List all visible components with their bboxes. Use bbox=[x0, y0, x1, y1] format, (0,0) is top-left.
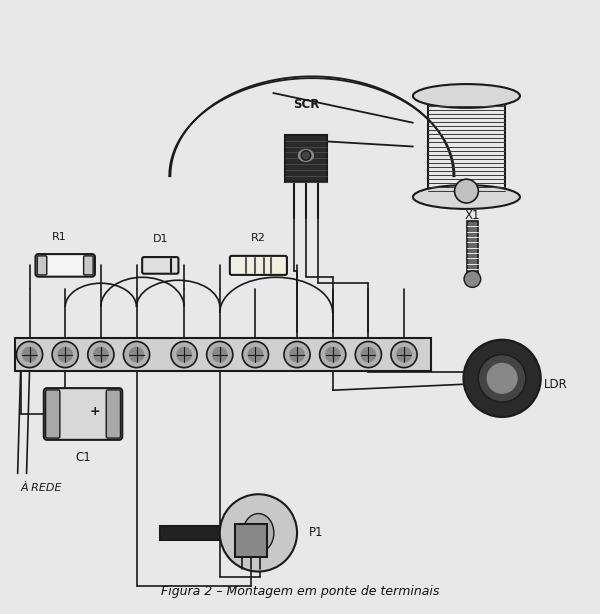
Circle shape bbox=[301, 150, 311, 160]
Circle shape bbox=[130, 348, 143, 362]
Bar bbox=[14, 338, 431, 371]
Circle shape bbox=[88, 341, 114, 368]
Circle shape bbox=[124, 341, 149, 368]
FancyBboxPatch shape bbox=[83, 256, 93, 275]
Bar bbox=[235, 524, 268, 557]
Bar bbox=[467, 221, 478, 274]
FancyBboxPatch shape bbox=[44, 388, 122, 440]
Circle shape bbox=[242, 341, 268, 368]
Circle shape bbox=[206, 341, 233, 368]
Circle shape bbox=[248, 348, 263, 362]
Text: À REDE: À REDE bbox=[20, 483, 62, 493]
Circle shape bbox=[177, 348, 191, 362]
FancyBboxPatch shape bbox=[106, 390, 121, 438]
FancyBboxPatch shape bbox=[142, 257, 178, 274]
Text: X1: X1 bbox=[464, 209, 480, 222]
Circle shape bbox=[464, 271, 481, 287]
Circle shape bbox=[463, 340, 541, 417]
Text: R1: R1 bbox=[52, 232, 67, 242]
Circle shape bbox=[212, 348, 227, 362]
Circle shape bbox=[355, 341, 382, 368]
Circle shape bbox=[58, 348, 73, 362]
Ellipse shape bbox=[243, 513, 274, 552]
FancyBboxPatch shape bbox=[46, 390, 60, 438]
Circle shape bbox=[22, 348, 37, 362]
Circle shape bbox=[361, 348, 376, 362]
Circle shape bbox=[16, 341, 43, 368]
Text: C1: C1 bbox=[75, 451, 91, 464]
Circle shape bbox=[94, 348, 108, 362]
Circle shape bbox=[320, 341, 346, 368]
Circle shape bbox=[326, 348, 340, 362]
Circle shape bbox=[52, 341, 78, 368]
Circle shape bbox=[478, 354, 526, 402]
Ellipse shape bbox=[455, 179, 478, 203]
Circle shape bbox=[397, 348, 411, 362]
Circle shape bbox=[290, 348, 304, 362]
Circle shape bbox=[391, 341, 417, 368]
Circle shape bbox=[284, 341, 310, 368]
Text: D1: D1 bbox=[152, 234, 168, 244]
Text: Figura 2 – Montagem em ponte de terminais: Figura 2 – Montagem em ponte de terminai… bbox=[161, 585, 439, 598]
Circle shape bbox=[487, 363, 517, 393]
Text: R2: R2 bbox=[251, 233, 266, 243]
Text: LDR: LDR bbox=[544, 378, 568, 391]
Text: +: + bbox=[89, 405, 100, 418]
Bar bbox=[160, 526, 220, 540]
Ellipse shape bbox=[413, 185, 520, 209]
FancyBboxPatch shape bbox=[230, 256, 287, 275]
Bar bbox=[285, 134, 327, 182]
Text: P1: P1 bbox=[309, 526, 323, 539]
FancyBboxPatch shape bbox=[37, 256, 47, 275]
Circle shape bbox=[171, 341, 197, 368]
Text: SCR: SCR bbox=[293, 98, 319, 111]
Circle shape bbox=[220, 494, 297, 572]
Ellipse shape bbox=[413, 84, 520, 108]
FancyBboxPatch shape bbox=[35, 254, 95, 277]
Ellipse shape bbox=[299, 149, 313, 161]
